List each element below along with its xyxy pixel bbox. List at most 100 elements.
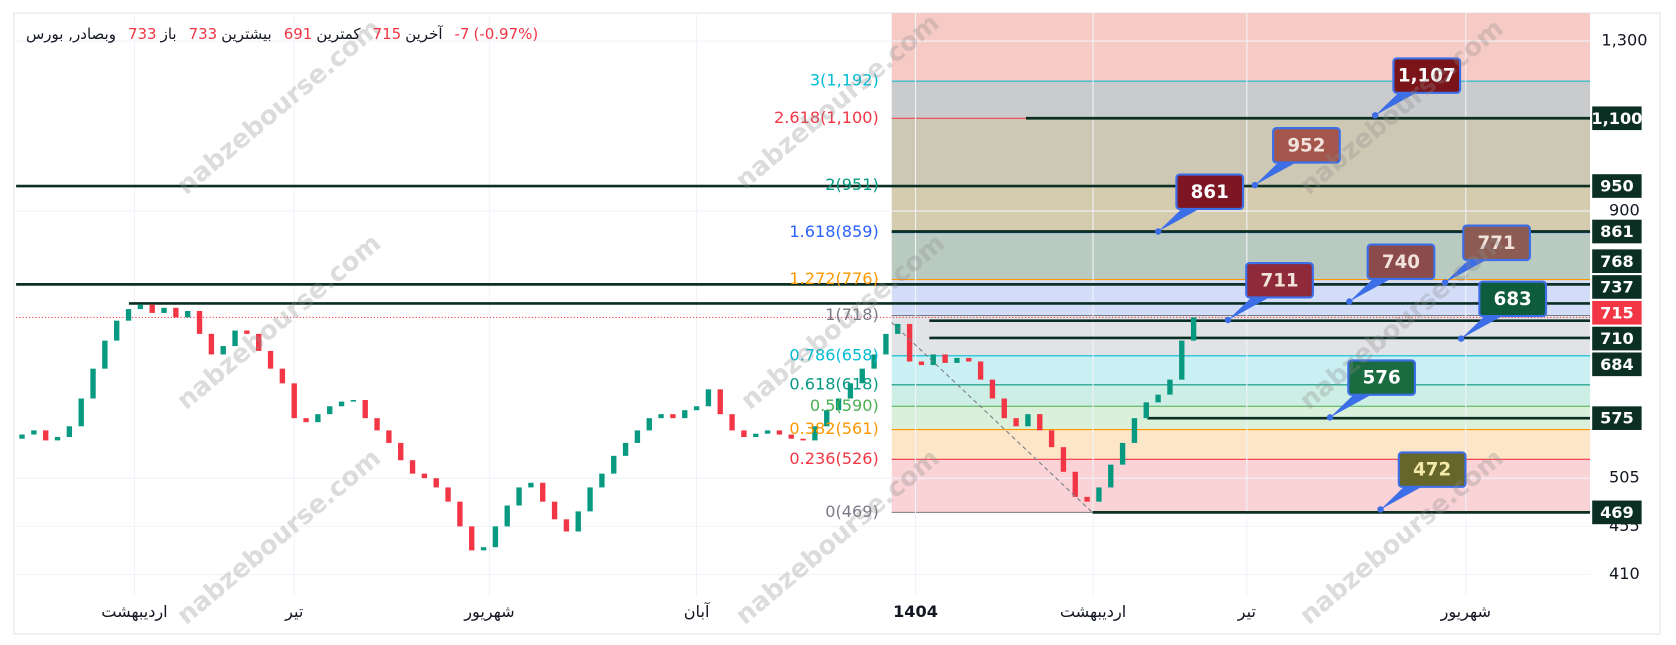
candle-body (114, 320, 120, 341)
fib-band (891, 384, 1591, 407)
candle-body (812, 426, 818, 441)
price-badge-label: 768 (1600, 252, 1634, 271)
candle-body (185, 310, 191, 318)
fib-level-label: 0.618(618) (789, 374, 878, 393)
candle-body (31, 430, 37, 435)
fib-level-label: 1.618(859) (789, 222, 878, 241)
price-badge-label: 861 (1600, 222, 1634, 241)
candle-body (279, 368, 286, 384)
callout-box (1478, 280, 1548, 318)
callout-box (1245, 261, 1314, 299)
candle-body (871, 354, 877, 369)
candle-body (540, 482, 546, 502)
candle-body (43, 430, 49, 441)
high-label: بیشترین (221, 25, 272, 43)
candle-body (906, 323, 913, 362)
candle-body (693, 406, 700, 411)
candle-body (1072, 471, 1078, 497)
callout-label: 683 (1494, 289, 1532, 310)
candle-body (1013, 418, 1019, 427)
fib-level-label: 1(718) (825, 305, 879, 324)
callout-point (1326, 414, 1334, 421)
candle-body (137, 304, 144, 310)
price-badge (1592, 106, 1642, 131)
callout-label: 771 (1478, 233, 1516, 254)
fib-level-label: 0.786(658) (789, 345, 878, 364)
callout-point (1377, 506, 1384, 513)
candle-body (469, 526, 475, 551)
candle-body (1167, 379, 1173, 395)
price-badge-label: 950 (1600, 177, 1634, 196)
candle-body (445, 487, 451, 502)
callout-label: 576 (1363, 368, 1401, 389)
x-tick-label: شهریور (463, 602, 514, 622)
fib-band (891, 355, 1591, 385)
price-badge-label: 684 (1600, 355, 1634, 374)
candle-body (776, 430, 783, 435)
price-badge-label: 1,100 (1591, 109, 1642, 128)
price-badge (1592, 326, 1642, 351)
candle-body (634, 430, 641, 443)
candle-body (563, 519, 570, 532)
candle-body (741, 430, 747, 438)
callout-box (1366, 243, 1436, 281)
callout-label: 711 (1261, 270, 1299, 291)
candle-body (409, 460, 416, 474)
callout-label: 472 (1413, 460, 1451, 481)
callout-point (1371, 112, 1379, 119)
candle-body (1060, 447, 1067, 472)
fib-level-label: 1.272(776) (789, 269, 878, 288)
price-badge-label: 737 (1600, 278, 1634, 297)
open-label: باز (160, 25, 177, 43)
candle-body (492, 526, 499, 548)
x-tick-label: 1404 (893, 602, 938, 621)
fib-level-label: 0.236(526) (789, 449, 878, 468)
last-label: آخرین (405, 25, 443, 43)
x-tick-label: اردیبهشت (1060, 602, 1126, 622)
candle-body (504, 505, 510, 527)
candle-body (232, 330, 238, 347)
candle-body (457, 501, 463, 527)
callout-point (1251, 181, 1259, 189)
fib-band (891, 315, 1591, 356)
candle-body (670, 414, 676, 419)
candle-body (374, 418, 380, 431)
candle-body (622, 442, 629, 456)
low-value: 691 (283, 25, 313, 43)
fib-level-label: 3(1,192) (810, 71, 879, 90)
candle-body (421, 473, 428, 479)
candle-body (350, 400, 357, 402)
candle-body (954, 357, 960, 363)
candle-body (764, 430, 771, 434)
fib-level-label: 0.382(561) (789, 419, 878, 438)
callout-box (1347, 359, 1417, 396)
candle-body (942, 354, 948, 363)
candle-body (125, 309, 132, 321)
candle-body (362, 400, 368, 419)
price-badge (1592, 249, 1642, 274)
callout-point (1346, 298, 1353, 305)
candle-body (883, 333, 889, 355)
candle-body (173, 307, 179, 318)
low-label: کمترین (316, 25, 361, 43)
last-value: 715 (372, 25, 402, 43)
candle-body (78, 398, 84, 427)
candle-body (303, 418, 309, 423)
price-badge (1592, 275, 1642, 299)
candle-body (480, 547, 487, 551)
price-badge-label: 710 (1600, 329, 1634, 348)
candle-body (1096, 487, 1102, 502)
candle-body (244, 330, 250, 334)
y-tick-label: 505 (1609, 468, 1640, 487)
candle-body (859, 368, 865, 384)
x-tick-label: آبان (684, 602, 711, 621)
fib-level-label: 0(469) (825, 502, 879, 521)
candle-body (551, 501, 558, 520)
price-badge (1592, 219, 1642, 244)
header: وبصادر, بورس 733 باز 733 بیشترین 691 کمترین… (26, 25, 538, 43)
callout-point (1154, 228, 1162, 235)
y-tick-label: 1,300 (1601, 31, 1647, 50)
candle-body (611, 455, 617, 474)
x-tick-label: تیر (1237, 602, 1256, 622)
candle-body (291, 383, 297, 419)
